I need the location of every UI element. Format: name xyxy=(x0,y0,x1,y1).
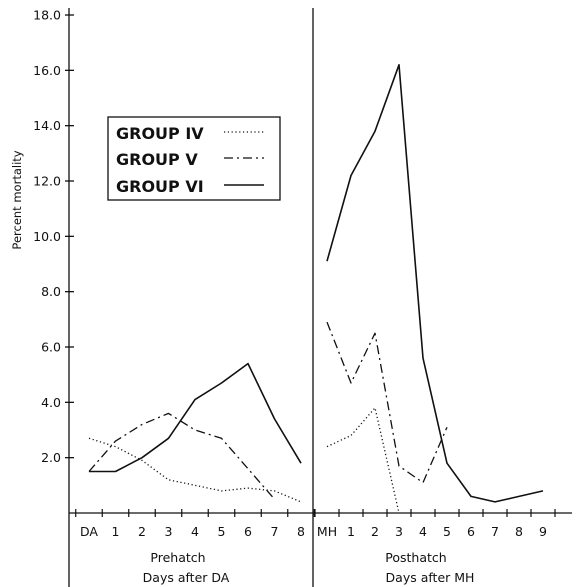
legend: GROUP IV GROUP V GROUP VI xyxy=(107,116,281,201)
x-tick-label: DA xyxy=(80,524,98,539)
y-tick-label: 16.0 xyxy=(33,63,61,78)
ticks-group: 2.0 4.0 6.0 8.0 10.0 12.0 14.0 16.0 18.0 DA 1 2 3 4 5 6… xyxy=(33,8,556,539)
x-axis-label-prehatch: Days after DA xyxy=(143,570,230,585)
x-tick-label: 2 xyxy=(138,524,146,539)
x-tick-label: 2 xyxy=(371,524,379,539)
panel-title-posthatch: Posthatch xyxy=(385,550,446,565)
x-tick-label: 6 xyxy=(244,524,252,539)
axes-group xyxy=(68,8,572,587)
x-tick-label: 3 xyxy=(395,524,403,539)
legend-label-group-iv: GROUP IV xyxy=(116,124,204,143)
y-tick-label: 12.0 xyxy=(33,174,61,189)
legend-label-group-v: GROUP V xyxy=(116,150,198,169)
y-tick-label: 14.0 xyxy=(33,118,61,133)
x-tick-label: 5 xyxy=(443,524,451,539)
x-tick-label: 4 xyxy=(191,524,199,539)
x-tick-label: 7 xyxy=(271,524,279,539)
x-tick-label: 5 xyxy=(218,524,226,539)
series-group xyxy=(88,64,544,514)
y-axis-label: Percent mortality xyxy=(10,150,24,249)
x-axis-label-posthatch: Days after MH xyxy=(386,570,475,585)
y-tick-label: 10.0 xyxy=(33,229,61,244)
y-tick-label: 2.0 xyxy=(41,450,61,465)
y-tick-label: 4.0 xyxy=(41,395,61,410)
legend-label-group-vi: GROUP VI xyxy=(116,177,204,196)
x-tick-label: 4 xyxy=(419,524,427,539)
x-tick-label: 3 xyxy=(165,524,173,539)
series-line-group-vi-prehatch xyxy=(89,362,302,473)
x-tick-label: 6 xyxy=(467,524,475,539)
panel-title-prehatch: Prehatch xyxy=(150,550,205,565)
series-line-group-vi-posthatch xyxy=(326,64,544,503)
series-line-group-v-prehatch xyxy=(88,412,275,500)
series-line-group-iv-posthatch xyxy=(326,407,400,514)
x-tick-label: 1 xyxy=(347,524,355,539)
x-tick-label: 1 xyxy=(112,524,120,539)
x-tick-label: 8 xyxy=(297,524,305,539)
x-tick-label: 9 xyxy=(539,524,547,539)
x-tick-label: MH xyxy=(317,524,337,539)
y-tick-label: 8.0 xyxy=(41,284,61,299)
y-tick-label: 6.0 xyxy=(41,340,61,355)
x-tick-label: 7 xyxy=(491,524,499,539)
y-tick-label: 18.0 xyxy=(33,8,61,23)
x-tick-label: 8 xyxy=(515,524,523,539)
